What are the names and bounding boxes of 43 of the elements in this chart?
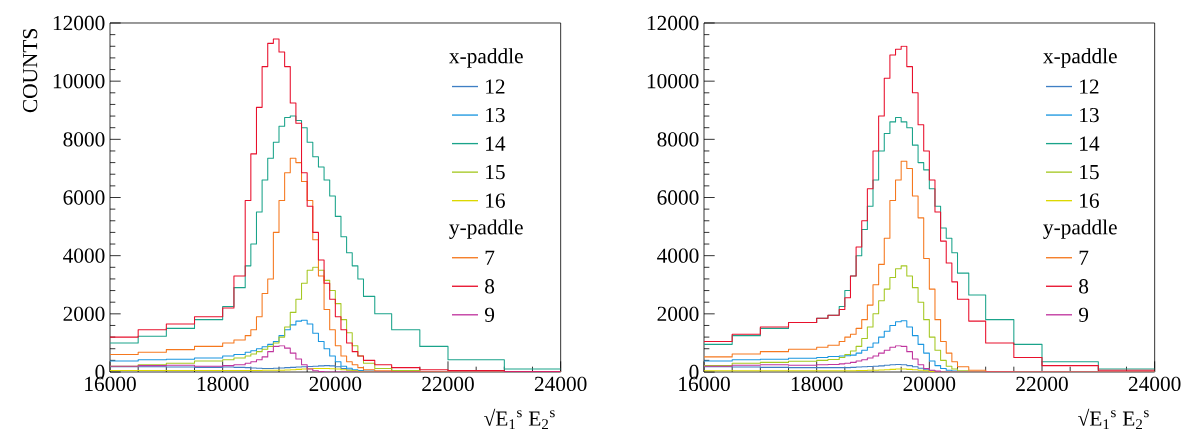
annotation: x-paddle bbox=[1043, 48, 1117, 68]
legend-label: 12 bbox=[1080, 79, 1099, 94]
legend-label: 16 bbox=[486, 193, 505, 208]
legend-label: 13 bbox=[1080, 107, 1099, 123]
x-axis-title: √E$_{1}$$^{s}$ E$_{2}$s bbox=[1078, 408, 1149, 430]
x-tick-label: 24000 bbox=[1128, 376, 1181, 392]
y-tick-label: 12000 bbox=[53, 15, 105, 31]
x-tick-label: 22000 bbox=[1016, 376, 1068, 392]
legend-label: 9 bbox=[484, 307, 495, 322]
legend-label: 7 bbox=[1079, 250, 1089, 265]
y-tick-label: 10000 bbox=[647, 73, 699, 89]
legend-label: 15 bbox=[486, 165, 505, 180]
x-tick-label: 22000 bbox=[422, 376, 474, 392]
legend-label: 15 bbox=[1080, 165, 1099, 180]
y-tick-label: 10000 bbox=[53, 73, 105, 89]
y-tick-label: 8000 bbox=[63, 132, 105, 147]
legend-label: 14 bbox=[486, 136, 506, 151]
legend-label: 9 bbox=[1078, 307, 1089, 322]
legend-label: 8 bbox=[485, 279, 495, 294]
y-tick-label: 8000 bbox=[657, 132, 699, 147]
x-tick-label: 24000 bbox=[534, 376, 587, 392]
y-tick-label: 2000 bbox=[63, 306, 105, 322]
x-tick-label: 20000 bbox=[309, 376, 362, 392]
legend-label: 7 bbox=[485, 250, 495, 265]
x-tick-label: 18000 bbox=[791, 376, 843, 392]
y-tick-label: 6000 bbox=[63, 190, 105, 205]
legend-label: 12 bbox=[486, 79, 505, 94]
x-tick-label: 20000 bbox=[903, 376, 956, 392]
annotation: y-paddle bbox=[1043, 219, 1117, 239]
annotation: x-paddle bbox=[449, 48, 523, 68]
annotation: y-paddle bbox=[449, 219, 523, 239]
legend-label: 8 bbox=[1079, 279, 1089, 294]
x-axis-title: √E$_{1}$$^{s}$ E$_{2}$s bbox=[484, 408, 555, 430]
y-tick-label: 2000 bbox=[657, 306, 699, 322]
legend-label: 13 bbox=[486, 107, 505, 123]
y-axis-title: COUNTS bbox=[22, 29, 38, 113]
x-tick-label: 18000 bbox=[197, 376, 249, 392]
legend-label: 14 bbox=[1080, 136, 1100, 151]
y-tick-label: 12000 bbox=[647, 15, 699, 31]
legend-label: 16 bbox=[1080, 193, 1099, 208]
y-tick-label: 4000 bbox=[657, 248, 699, 263]
y-tick-label: 4000 bbox=[63, 248, 105, 263]
y-tick-label: 6000 bbox=[657, 190, 699, 205]
